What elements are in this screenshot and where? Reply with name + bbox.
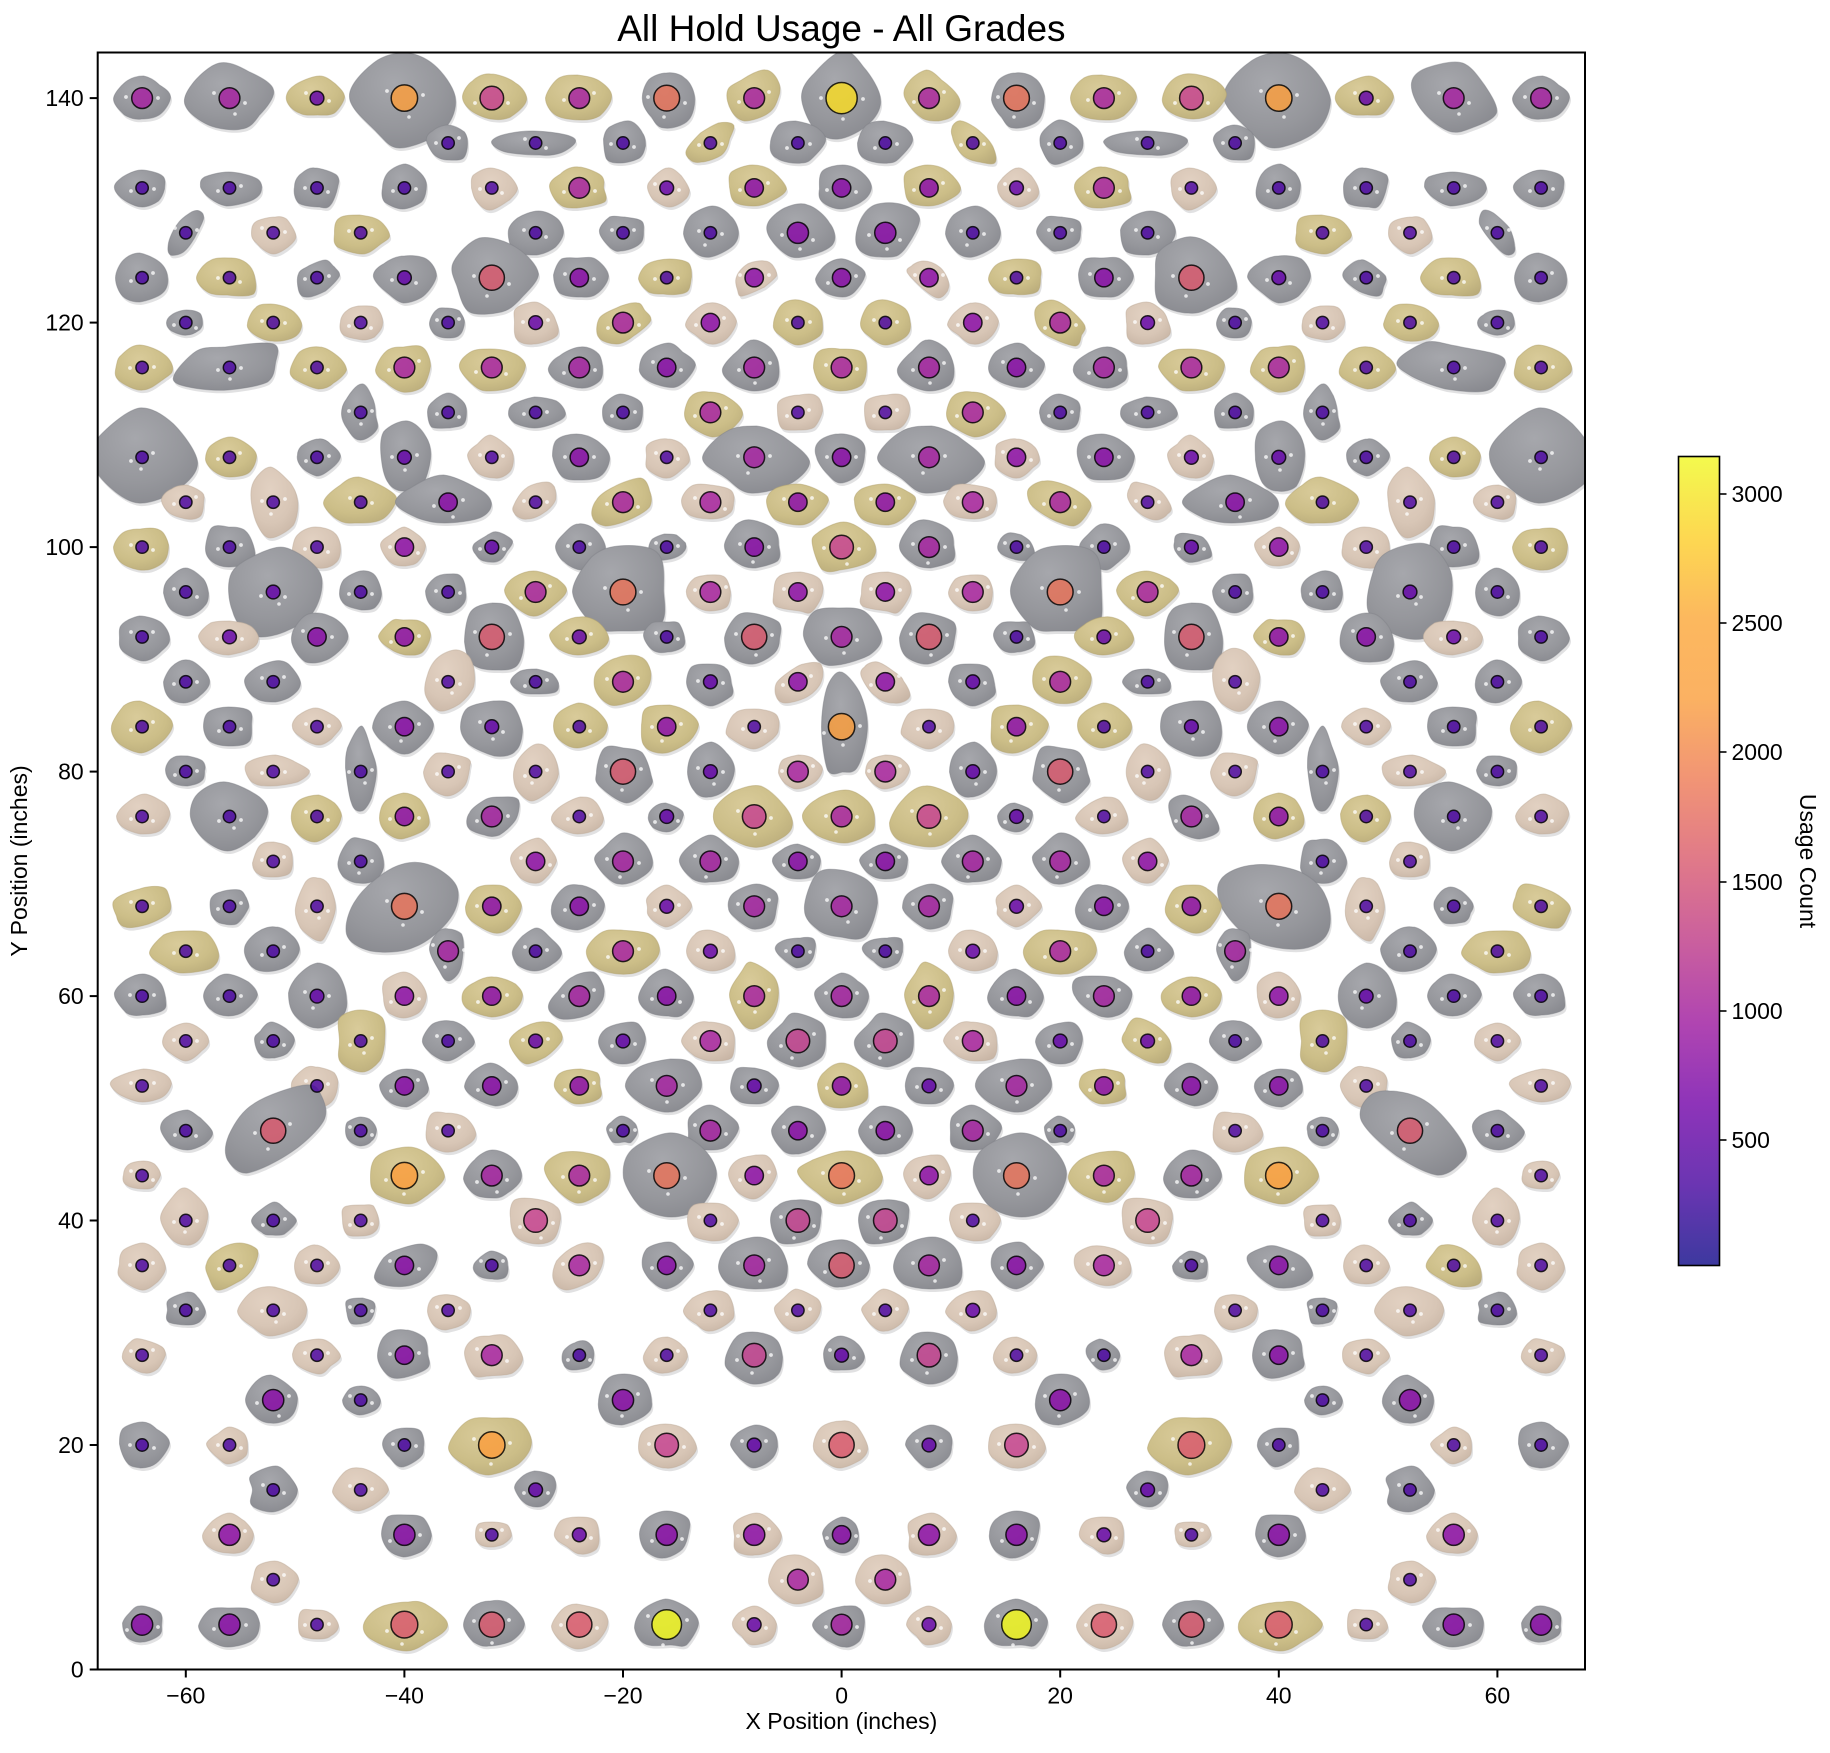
svg-text:1500: 1500 bbox=[1732, 869, 1783, 895]
svg-text:2500: 2500 bbox=[1732, 610, 1783, 636]
svg-text:60: 60 bbox=[1485, 1683, 1511, 1709]
svg-text:−20: −20 bbox=[603, 1683, 642, 1709]
svg-text:140: 140 bbox=[45, 85, 83, 111]
svg-text:2000: 2000 bbox=[1732, 739, 1783, 765]
svg-text:All Hold Usage - All Grades: All Hold Usage - All Grades bbox=[617, 8, 1065, 49]
svg-text:40: 40 bbox=[58, 1208, 84, 1234]
svg-text:−40: −40 bbox=[385, 1683, 424, 1709]
svg-text:120: 120 bbox=[45, 310, 83, 336]
svg-text:X Position (inches): X Position (inches) bbox=[746, 1708, 938, 1734]
svg-text:40: 40 bbox=[1266, 1683, 1292, 1709]
svg-text:−60: −60 bbox=[166, 1683, 205, 1709]
svg-text:60: 60 bbox=[58, 983, 84, 1009]
svg-text:Usage Count: Usage Count bbox=[1795, 794, 1821, 929]
svg-text:1000: 1000 bbox=[1732, 998, 1783, 1024]
svg-text:20: 20 bbox=[1047, 1683, 1073, 1709]
svg-text:3000: 3000 bbox=[1732, 481, 1783, 507]
svg-text:20: 20 bbox=[58, 1432, 84, 1458]
svg-text:Y Position (inches): Y Position (inches) bbox=[6, 765, 32, 956]
svg-text:500: 500 bbox=[1732, 1127, 1770, 1153]
svg-text:100: 100 bbox=[45, 534, 83, 560]
svg-text:0: 0 bbox=[835, 1683, 848, 1709]
svg-text:0: 0 bbox=[71, 1657, 84, 1683]
svg-text:80: 80 bbox=[58, 759, 84, 785]
